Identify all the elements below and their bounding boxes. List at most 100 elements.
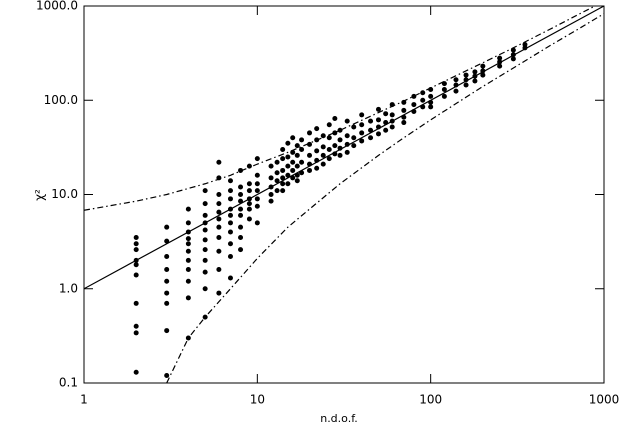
data-point — [314, 148, 320, 154]
data-point — [254, 156, 260, 162]
x-axis-label: n.d.o.f. — [320, 412, 358, 425]
data-point — [164, 290, 170, 296]
data-point — [351, 124, 357, 130]
data-point — [344, 149, 350, 155]
data-point — [441, 93, 447, 99]
data-point — [164, 253, 170, 259]
data-point — [185, 295, 191, 301]
data-point — [280, 175, 286, 181]
data-point — [280, 188, 286, 194]
data-point — [254, 172, 260, 178]
data-point — [314, 126, 320, 132]
data-point — [133, 234, 139, 240]
data-point — [453, 77, 459, 83]
data-point — [133, 272, 139, 278]
data-point — [326, 135, 332, 141]
y-tick-label: 1000.0 — [36, 0, 78, 13]
data-point — [290, 175, 296, 181]
data-point — [320, 133, 326, 139]
data-point — [401, 120, 407, 126]
data-point — [472, 69, 478, 75]
data-point — [227, 178, 233, 184]
data-point — [411, 102, 417, 108]
data-point — [185, 257, 191, 263]
data-point — [389, 124, 395, 130]
data-point — [238, 192, 244, 197]
data-point — [254, 181, 260, 187]
data-point — [332, 143, 338, 149]
data-point — [280, 147, 286, 153]
data-point — [133, 262, 139, 268]
data-point — [216, 216, 222, 222]
data-point — [344, 133, 350, 139]
data-point — [453, 88, 459, 94]
data-point — [227, 196, 233, 202]
data-point — [133, 369, 139, 375]
data-point — [185, 241, 191, 247]
curve — [84, 6, 604, 290]
data-point — [202, 227, 208, 233]
data-point — [320, 161, 326, 167]
data-point — [133, 330, 139, 336]
data-point — [164, 328, 170, 334]
data-point — [320, 144, 326, 150]
data-point — [216, 234, 222, 240]
data-point — [337, 137, 343, 143]
y-tick-label: 10.0 — [51, 187, 78, 201]
data-point — [216, 192, 222, 197]
data-point — [185, 278, 191, 284]
data-point — [285, 181, 291, 187]
data-point — [497, 55, 503, 61]
data-point — [463, 72, 469, 78]
data-point — [254, 188, 260, 194]
data-point — [216, 267, 222, 273]
data-point — [216, 290, 222, 296]
curve — [84, 6, 597, 211]
y-tick-label: 1.0 — [59, 281, 78, 295]
data-point — [202, 269, 208, 275]
data-point — [307, 167, 313, 173]
plot-frame — [83, 5, 605, 384]
data-point — [299, 147, 305, 153]
data-point — [368, 127, 374, 133]
data-point — [216, 201, 222, 207]
y-tick-label: 100.0 — [44, 93, 78, 107]
data-point — [285, 154, 291, 160]
data-point — [389, 112, 395, 118]
data-point — [238, 224, 244, 230]
data-point — [472, 78, 478, 84]
data-point — [383, 111, 389, 117]
data-point — [185, 248, 191, 254]
data-point — [480, 63, 486, 69]
data-point — [285, 140, 291, 146]
data-point — [320, 152, 326, 158]
plot-area — [84, 6, 604, 383]
data-point — [238, 234, 244, 240]
data-point — [133, 300, 139, 306]
data-point — [337, 152, 343, 158]
data-point — [238, 247, 244, 253]
data-point — [227, 220, 233, 226]
data-point — [359, 112, 365, 118]
data-point — [299, 159, 305, 165]
data-point — [359, 138, 365, 144]
data-point — [326, 156, 332, 162]
data-point — [344, 118, 350, 124]
data-point — [133, 323, 139, 329]
data-point — [510, 56, 516, 62]
data-point — [294, 143, 300, 149]
data-point — [246, 201, 252, 207]
data-point — [185, 267, 191, 273]
data-point — [216, 248, 222, 254]
data-point — [337, 127, 343, 133]
data-point — [268, 163, 274, 169]
data-point — [238, 167, 244, 173]
data-point — [268, 175, 274, 181]
data-point — [383, 127, 389, 133]
data-point — [497, 63, 503, 69]
data-point — [428, 93, 434, 99]
data-point — [351, 135, 357, 141]
y-axis-label: χ² — [33, 189, 47, 201]
x-tick-label: 100 — [419, 393, 442, 407]
data-point — [294, 152, 300, 158]
